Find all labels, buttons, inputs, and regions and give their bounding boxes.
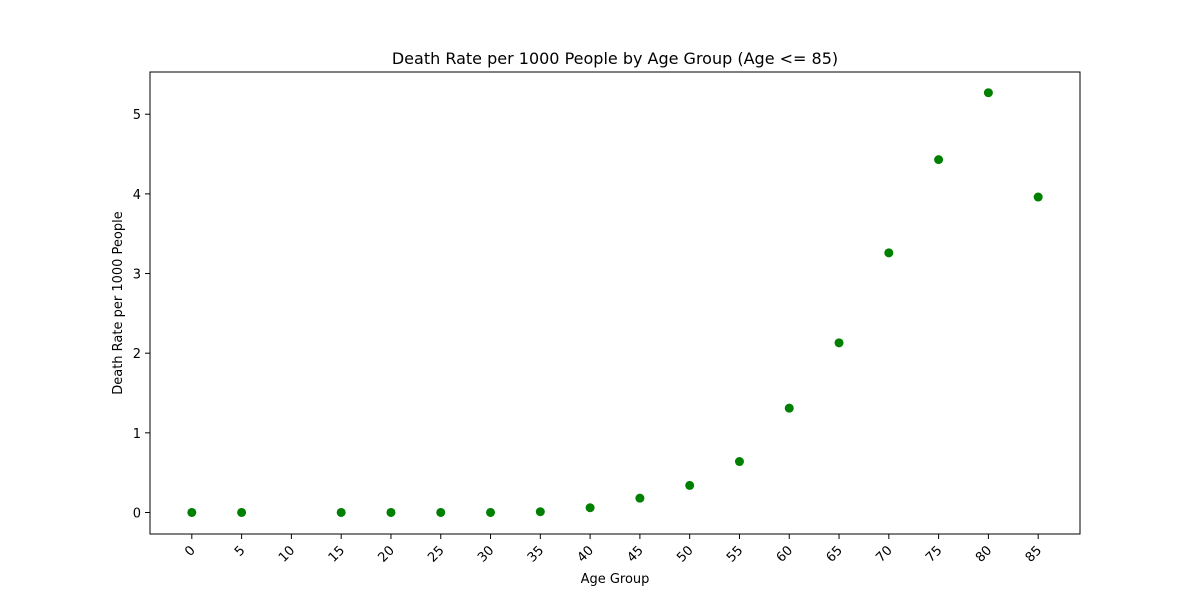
x-tick-label: 65 [824, 543, 846, 565]
data-point [884, 248, 894, 258]
x-tick-label: 55 [724, 543, 746, 565]
chart-title: Death Rate per 1000 People by Age Group … [392, 49, 838, 68]
data-point [983, 88, 993, 98]
y-tick-label: 5 [133, 108, 141, 123]
data-point [1033, 192, 1043, 202]
y-axis-label: Death Rate per 1000 People [111, 211, 126, 395]
y-tick-label: 0 [133, 506, 141, 521]
x-tick-label: 10 [276, 543, 298, 565]
x-tick-label: 25 [425, 543, 447, 565]
data-point [585, 503, 595, 513]
x-tick-label: 80 [973, 543, 995, 565]
x-tick-label: 20 [375, 543, 397, 565]
data-point [486, 507, 496, 517]
x-tick-label: 50 [674, 543, 696, 565]
data-points [187, 88, 1043, 517]
data-point [535, 507, 545, 517]
x-tick-label: 40 [575, 543, 597, 565]
data-point [436, 507, 446, 517]
data-point [237, 507, 247, 517]
x-tick-label: 5 [232, 543, 248, 559]
y-tick-label: 4 [133, 188, 141, 203]
x-tick-label: 45 [624, 543, 646, 565]
x-tick-label: 35 [525, 543, 547, 565]
x-axis-label: Age Group [581, 572, 650, 587]
data-point [734, 457, 744, 467]
x-tick-label: 15 [326, 543, 348, 565]
y-tick-label: 1 [133, 427, 141, 442]
x-tick-label: 0 [182, 543, 198, 559]
x-tick-label: 30 [475, 543, 497, 565]
data-point [685, 480, 695, 490]
data-point [187, 507, 197, 517]
data-point [336, 507, 346, 517]
data-point [635, 493, 645, 503]
data-point [834, 338, 844, 348]
plot-frame [149, 71, 1081, 535]
data-point [934, 155, 944, 165]
x-tick-label: 60 [774, 543, 796, 565]
x-tick-label: 70 [873, 543, 895, 565]
data-point [784, 403, 794, 413]
y-tick-label: 3 [133, 268, 141, 283]
x-axis-ticks: 0 5 10 15 20 25 30 35 40 45 50 55 60 65 70 75 80 85 [182, 534, 1045, 566]
data-point [386, 507, 396, 517]
x-tick-label: 85 [1023, 543, 1045, 565]
y-tick-label: 2 [133, 347, 141, 362]
x-tick-label: 75 [923, 543, 945, 565]
y-axis-ticks: 0 1 2 3 4 5 [133, 108, 150, 521]
